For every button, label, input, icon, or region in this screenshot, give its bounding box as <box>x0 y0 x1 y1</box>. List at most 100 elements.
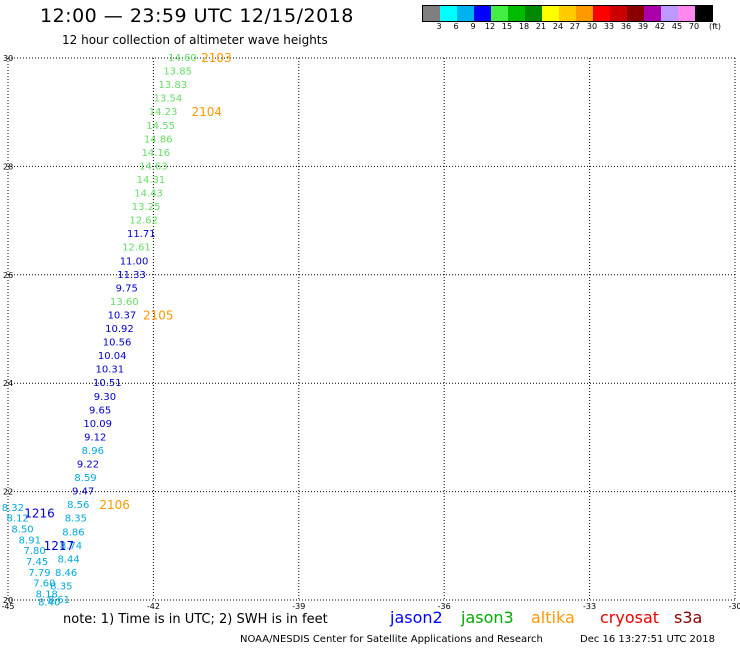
colorbar-label: 70 <box>688 22 700 31</box>
generated-timestamp: Dec 16 13:27:51 UTC 2018 <box>580 634 715 645</box>
colorbar-swatch <box>593 6 610 21</box>
wave-height-value: 14.63 <box>139 161 168 172</box>
wave-height-value: 13.54 <box>154 94 183 105</box>
colorbar-swatch <box>661 6 678 21</box>
wave-height-value: 8.40 <box>38 598 60 609</box>
time-label: 2103 <box>201 51 232 65</box>
colorbar-label: 3 <box>436 22 442 31</box>
y-tick-label: 28 <box>3 162 13 171</box>
wave-height-value: 14.23 <box>149 107 178 118</box>
time-label: 2104 <box>191 105 222 119</box>
time-label: 1216 <box>24 506 55 520</box>
wave-height-value: 14.55 <box>146 121 175 132</box>
page-title: 12:00 — 23:59 UTC 12/15/2018 <box>40 5 354 27</box>
wave-height-value: 10.37 <box>108 310 137 321</box>
wave-height-value: 13.85 <box>163 67 192 78</box>
colorbar-label: 12 <box>484 22 496 31</box>
wave-height-value: 8.12 <box>7 514 29 525</box>
time-label: 2105 <box>143 308 174 322</box>
wave-height-value: 9.65 <box>89 405 111 416</box>
wave-height-value: 7.60 <box>33 579 55 590</box>
wave-height-value: 8.44 <box>57 554 79 565</box>
credit-line: NOAA/NESDIS Center for Satellite Applica… <box>240 634 543 645</box>
wave-height-value: 9.12 <box>84 432 106 443</box>
colorbar-swatch <box>423 6 440 21</box>
colorbar-label: 24 <box>552 22 564 31</box>
wave-height-labels: 14.60 13.85 13.83 13.54 14.23 14.55 14.86 14.16… <box>2 53 197 609</box>
legend-jason3: jason3 <box>461 608 514 627</box>
wave-height-value: 7.45 <box>26 557 48 568</box>
wave-height-value: 11.33 <box>117 270 146 281</box>
x-tick-label: -30 <box>728 602 740 611</box>
colorbar-label: 36 <box>620 22 632 31</box>
y-tick-label: 20 <box>3 596 13 605</box>
colorbar-label: 15 <box>501 22 513 31</box>
wave-height-value: 7.79 <box>28 568 50 579</box>
y-tick-label: 30 <box>3 54 13 63</box>
colorbar-swatch <box>440 6 457 21</box>
x-tick-label: -39 <box>292 602 305 611</box>
colorbar-swatch <box>576 6 593 21</box>
wave-height-value: 11.00 <box>120 256 149 267</box>
legend-altika: altika <box>531 608 575 627</box>
time-labels: 2103 2104 2105 2106 1216 1217 <box>24 51 231 553</box>
page-subtitle: 12 hour collection of altimeter wave hei… <box>62 33 328 47</box>
wave-height-value: 8.35 <box>65 514 87 525</box>
wave-height-value: 10.09 <box>83 419 112 430</box>
colorbar-label: 45 <box>671 22 683 31</box>
wave-height-value: 10.04 <box>98 351 127 362</box>
wave-height-value: 8.46 <box>55 568 77 579</box>
wave-height-value: 8.18 <box>36 590 58 601</box>
colorbar-swatch <box>610 6 627 21</box>
colorbar-swatch <box>457 6 474 21</box>
wave-height-value: 10.56 <box>103 338 132 349</box>
wave-height-value: 8.96 <box>82 446 104 457</box>
wave-height-value: 14.86 <box>144 134 173 145</box>
wave-height-value: 13.83 <box>158 80 187 91</box>
latitude-ticks: 20 22 24 26 28 30 <box>3 54 13 605</box>
wave-height-value: 11.71 <box>127 229 156 240</box>
y-tick-label: 24 <box>3 379 13 388</box>
colorbar-label: 42 <box>654 22 666 31</box>
x-tick-label: -36 <box>438 602 451 611</box>
y-tick-label: 22 <box>3 488 13 497</box>
wave-height-value: 13.25 <box>132 202 161 213</box>
colorbar-label: 30 <box>586 22 598 31</box>
colorbar-label: 33 <box>603 22 615 31</box>
wave-height-value: 8.35 <box>50 581 72 592</box>
longitude-ticks: -45 -42 -39 -36 -33 -30 <box>1 602 740 611</box>
wave-height-value: 8.59 <box>74 473 96 484</box>
wave-height-value: 12.61 <box>122 243 151 254</box>
colorbar-swatch <box>542 6 559 21</box>
wave-height-value: 8.50 <box>11 525 33 536</box>
colorbar-label: 21 <box>535 22 547 31</box>
colorbar-label: (ft) <box>708 22 722 31</box>
wave-height-value: 10.31 <box>95 365 124 376</box>
wave-height-value: 13.60 <box>110 297 139 308</box>
wave-height-value: 8.61 <box>48 595 70 606</box>
wave-height-value: 8.91 <box>19 535 41 546</box>
legend-cryosat: cryosat <box>600 608 660 627</box>
colorbar-swatch <box>695 6 712 21</box>
footnote: note: 1) Time is in UTC; 2) SWH is in fe… <box>63 612 328 627</box>
colorbar-swatch <box>491 6 508 21</box>
x-tick-label: -33 <box>583 602 596 611</box>
colorbar <box>422 5 713 22</box>
legend-jason2: jason2 <box>390 608 443 627</box>
colorbar-swatch <box>508 6 525 21</box>
wave-height-value: 10.92 <box>105 324 134 335</box>
wave-height-value: 14.16 <box>142 148 171 159</box>
wave-height-value: 8.32 <box>2 503 24 514</box>
map-grid <box>7 57 736 601</box>
wave-height-value: 10.51 <box>93 378 122 389</box>
colorbar-swatch <box>644 6 661 21</box>
x-tick-label: -42 <box>147 602 160 611</box>
colorbar-swatch <box>525 6 542 21</box>
time-label: 1217 <box>44 539 75 553</box>
y-tick-label: 26 <box>3 271 13 280</box>
time-label: 2106 <box>99 498 130 512</box>
wave-height-value: 8.56 <box>67 500 89 511</box>
colorbar-label: 18 <box>518 22 530 31</box>
colorbar-swatch <box>559 6 576 21</box>
